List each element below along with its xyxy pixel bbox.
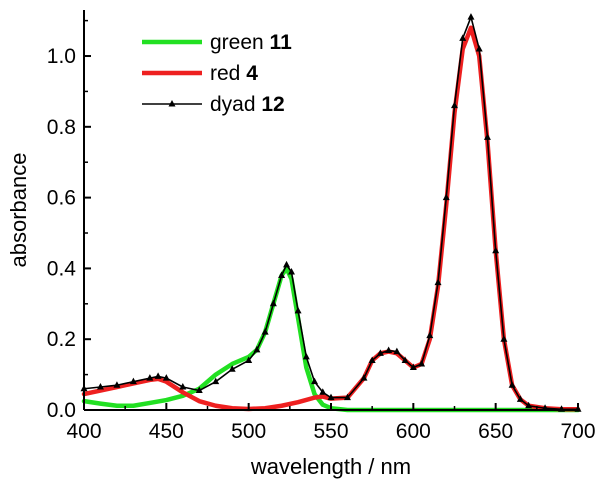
- series-line-red: [81, 25, 581, 412]
- data-point: [525, 401, 533, 409]
- data-point: [319, 388, 327, 395]
- tick-marks: 400 450 500 550 600 650 700 0.0 0.2 0.4 0.6 0.8 1.0: [47, 19, 596, 443]
- y-axis-title: absorbance: [6, 153, 31, 268]
- data-point: [212, 377, 220, 385]
- legend: green 11 red 4 dyad 12: [142, 31, 292, 116]
- y-tick-label: 0.0: [47, 399, 76, 422]
- series-line-dyad: [83, 16, 579, 411]
- data-point: [467, 13, 475, 20]
- data-point: [409, 363, 417, 371]
- x-tick-label: 550: [313, 420, 348, 443]
- data-point: [261, 328, 269, 335]
- y-tick-label: 0.2: [47, 328, 76, 351]
- data-point: [96, 382, 104, 390]
- data-point: [245, 356, 253, 363]
- data-point: [327, 393, 335, 401]
- data-point: [376, 349, 384, 356]
- data-point: [146, 374, 154, 381]
- data-point: [508, 381, 516, 388]
- data-point: [418, 359, 426, 367]
- x-tick-label: 700: [560, 420, 595, 443]
- data-point: [442, 193, 450, 201]
- data-point: [475, 44, 483, 52]
- data-point: [401, 356, 409, 363]
- data-point: [360, 374, 368, 381]
- data-point: [283, 260, 291, 268]
- data-point: [516, 395, 524, 402]
- data-point: [113, 381, 121, 388]
- data-point: [459, 34, 467, 41]
- data-point: [228, 365, 236, 372]
- data-point: [385, 346, 393, 354]
- data-point: [434, 278, 442, 286]
- data-point: [500, 335, 508, 342]
- data-point: [343, 393, 351, 401]
- y-tick-label: 0.8: [47, 116, 76, 139]
- data-point: [302, 352, 310, 360]
- data-point: [287, 267, 295, 275]
- data-point: [451, 101, 458, 109]
- legend-label-red: red 4: [210, 62, 258, 85]
- x-axis-title: wavelength / nm: [250, 454, 411, 479]
- x-tick-label: 600: [396, 420, 431, 443]
- y-tick-label: 0.6: [47, 187, 76, 210]
- data-point: [278, 271, 286, 278]
- data-point: [129, 377, 137, 385]
- data-point: [154, 372, 162, 379]
- legend-marker: [168, 100, 176, 107]
- y-tick-label: 0.4: [47, 257, 77, 280]
- data-point: [179, 382, 187, 390]
- x-tick-label: 400: [66, 420, 101, 443]
- data-point: [483, 133, 491, 140]
- x-tick-label: 650: [478, 420, 513, 443]
- series-layer: [80, 13, 582, 413]
- data-point: [294, 306, 302, 314]
- data-point: [393, 347, 401, 355]
- x-tick-label: 450: [149, 420, 184, 443]
- data-point: [162, 374, 170, 381]
- data-point: [311, 377, 319, 385]
- data-point: [195, 386, 203, 394]
- data-point: [368, 356, 376, 363]
- data-point: [253, 345, 261, 353]
- legend-label-green: green 11: [210, 31, 292, 54]
- x-tick-label: 500: [231, 420, 266, 443]
- data-point: [426, 331, 434, 339]
- y-tick-label: 1.0: [47, 45, 76, 68]
- legend-label-dyad: dyad 12: [210, 93, 285, 116]
- data-point: [269, 299, 277, 307]
- data-point: [492, 246, 500, 254]
